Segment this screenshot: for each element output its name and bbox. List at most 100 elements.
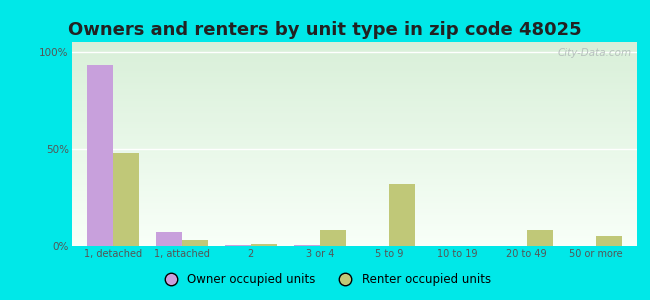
Bar [72, 68, 637, 70]
Bar [72, 60, 637, 62]
Bar [72, 211, 637, 213]
Bar [72, 113, 637, 116]
Bar [72, 70, 637, 73]
Bar [72, 230, 637, 232]
Bar [72, 56, 637, 58]
Bar [72, 164, 637, 166]
Text: Owners and renters by unit type in zip code 48025: Owners and renters by unit type in zip c… [68, 21, 582, 39]
Bar [526, 230, 553, 246]
Bar [72, 203, 637, 205]
Bar [72, 170, 637, 172]
Bar [72, 181, 637, 183]
Bar [72, 234, 637, 236]
Bar [72, 50, 637, 52]
Bar [72, 67, 637, 68]
Bar [72, 162, 637, 164]
Bar [72, 85, 637, 87]
Bar [72, 91, 637, 93]
Bar [72, 130, 637, 132]
Bar [72, 144, 637, 146]
Bar [72, 154, 637, 156]
Bar [113, 153, 139, 246]
Bar [182, 240, 208, 246]
Bar [72, 215, 637, 217]
Bar [294, 245, 320, 246]
Bar [72, 236, 637, 238]
Bar [72, 201, 637, 203]
Bar [72, 79, 637, 81]
Bar [320, 230, 346, 246]
Bar [72, 119, 637, 122]
Bar [72, 221, 637, 224]
Bar [72, 205, 637, 207]
Bar [72, 118, 637, 119]
Bar [72, 187, 637, 189]
Bar [72, 228, 637, 230]
Bar [72, 128, 637, 130]
Bar [72, 240, 637, 242]
Bar [72, 213, 637, 215]
Bar [72, 199, 637, 201]
Bar [72, 42, 637, 44]
Bar [72, 109, 637, 111]
Bar [72, 134, 637, 136]
Bar [72, 244, 637, 246]
Bar [72, 160, 637, 162]
Bar [72, 116, 637, 118]
Bar [72, 220, 637, 221]
Bar [72, 185, 637, 187]
Bar [72, 183, 637, 185]
Bar [72, 111, 637, 113]
Bar [72, 197, 637, 199]
Bar [72, 148, 637, 150]
Bar [72, 126, 637, 128]
Bar [72, 58, 637, 60]
Bar [72, 54, 637, 56]
Bar [389, 184, 415, 246]
Bar [72, 169, 637, 170]
Bar [72, 52, 637, 54]
Bar [72, 95, 637, 97]
Bar [72, 177, 637, 179]
Bar [72, 46, 637, 48]
Bar [72, 158, 637, 160]
Bar [72, 138, 637, 140]
Legend: Owner occupied units, Renter occupied units: Owner occupied units, Renter occupied un… [154, 269, 496, 291]
Bar [72, 105, 637, 107]
Bar [72, 44, 637, 46]
Bar [72, 93, 637, 95]
Bar [72, 132, 637, 134]
Bar [72, 232, 637, 234]
Bar [595, 236, 622, 246]
Bar [72, 193, 637, 195]
Bar [72, 224, 637, 226]
Bar [72, 64, 637, 67]
Bar [72, 175, 637, 177]
Bar [72, 81, 637, 83]
Bar [72, 87, 637, 89]
Bar [72, 73, 637, 75]
Bar [72, 191, 637, 193]
Bar [72, 152, 637, 154]
Bar [72, 172, 637, 175]
Bar [72, 122, 637, 124]
Bar [72, 189, 637, 191]
Bar [72, 146, 637, 148]
Bar [72, 207, 637, 209]
Bar [72, 150, 637, 152]
Bar [72, 99, 637, 101]
Bar [72, 48, 637, 50]
Bar [72, 97, 637, 99]
Bar [86, 65, 113, 246]
Bar [72, 101, 637, 103]
Bar [72, 136, 637, 138]
Bar [72, 238, 637, 240]
Bar [72, 140, 637, 142]
Bar [72, 156, 637, 158]
Bar [72, 75, 637, 77]
Bar [72, 218, 637, 220]
Bar [251, 244, 277, 246]
Text: City-Data.com: City-Data.com [557, 48, 631, 58]
Bar [72, 77, 637, 79]
Bar [72, 107, 637, 109]
